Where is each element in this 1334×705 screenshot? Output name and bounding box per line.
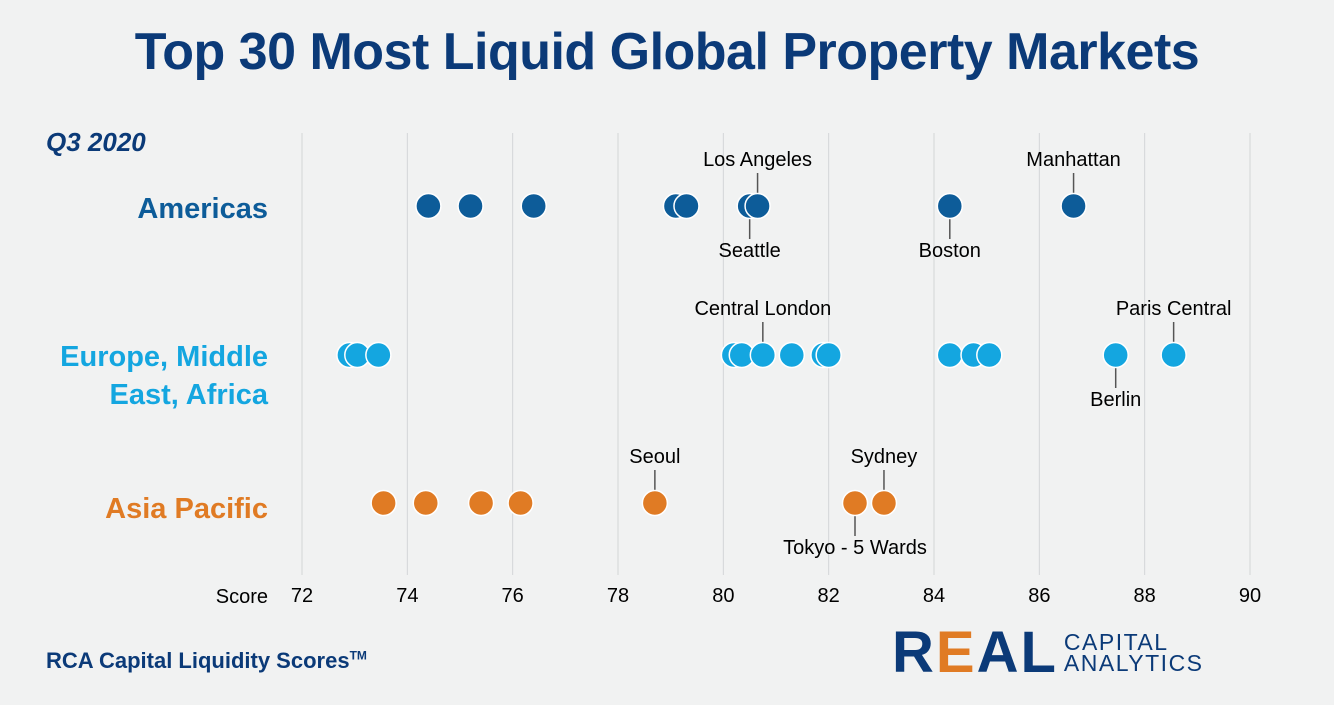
data-point — [749, 341, 777, 369]
row-labels: Americas Europe, Middle East, Africa Asia P… — [60, 193, 269, 525]
point-annotation: Berlin — [1090, 389, 1141, 411]
data-point — [467, 489, 495, 517]
point-annotation: Seattle — [719, 240, 781, 262]
x-tick-label: 84 — [923, 585, 945, 607]
data-point — [520, 192, 547, 220]
source-note: RCA Capital Liquidity ScoresTM — [46, 648, 367, 674]
x-tick-label: 74 — [396, 585, 418, 607]
logo-line2: ANALYTICS — [1063, 650, 1204, 676]
data-point — [936, 192, 964, 220]
point-annotation: Boston — [919, 240, 981, 262]
data-point — [744, 192, 771, 220]
data-point — [1102, 341, 1129, 369]
gridlines — [301, 133, 1251, 575]
point-annotation: Paris Central — [1116, 298, 1232, 320]
point-annotation: Sydney — [851, 446, 918, 468]
x-axis-label: Score — [216, 586, 268, 608]
x-tick-label: 72 — [291, 585, 313, 607]
data-point — [457, 192, 484, 220]
data-point — [1060, 192, 1087, 220]
data-point — [778, 341, 806, 369]
x-axis: 72 74 76 78 80 82 84 86 88 90 Score — [216, 585, 1261, 608]
point-annotation: Central London — [694, 298, 831, 320]
label-leaders — [654, 173, 1175, 536]
point-annotation: Tokyo - 5 Wards — [783, 537, 927, 559]
row-label: Europe, Middle — [60, 341, 268, 373]
data-point — [365, 341, 392, 369]
x-tick-label: 78 — [607, 585, 629, 607]
point-annotation: Manhattan — [1026, 149, 1121, 171]
data-point — [841, 489, 869, 517]
data-point — [370, 489, 397, 517]
row-label: Americas — [137, 193, 268, 225]
x-tick-label: 76 — [502, 585, 524, 607]
x-tick-label: 88 — [1134, 585, 1156, 607]
row-label: East, Africa — [110, 379, 269, 411]
logo-real-text: REAL — [892, 620, 1058, 685]
point-annotation: Los Angeles — [703, 149, 812, 171]
data-point — [815, 341, 842, 369]
source-text: RCA Capital Liquidity Scores — [46, 648, 350, 673]
logo-wordmark: REAL — [892, 624, 1058, 682]
data-point — [412, 489, 440, 517]
data-point — [507, 489, 534, 517]
x-tick-label: 80 — [712, 585, 734, 607]
x-tick-label: 90 — [1239, 585, 1261, 607]
chart-subtitle: Q3 2020 — [46, 127, 146, 157]
logo-line1: CAPITAL — [1063, 629, 1169, 655]
data-point — [641, 489, 669, 517]
data-point — [1160, 341, 1187, 369]
trademark: TM — [349, 648, 367, 663]
data-point — [415, 192, 442, 220]
point-annotation: Seoul — [629, 446, 680, 468]
logo-subtext: CAPITAL ANALYTICS — [1063, 629, 1204, 676]
row-label: Asia Pacific — [105, 493, 268, 525]
data-point — [976, 341, 1003, 369]
data-point — [673, 192, 700, 220]
data-point — [870, 489, 898, 517]
chart-title: Top 30 Most Liquid Global Property Marke… — [134, 23, 1200, 81]
data-point — [936, 341, 964, 369]
annotations: Los Angeles Seattle Boston Manhattan Central… — [629, 149, 1231, 559]
data-points — [336, 192, 1187, 517]
x-tick-label: 82 — [818, 585, 840, 607]
brand-logo: REAL CAPITAL ANALYTICS — [892, 624, 1204, 682]
x-tick-label: 86 — [1028, 585, 1050, 607]
